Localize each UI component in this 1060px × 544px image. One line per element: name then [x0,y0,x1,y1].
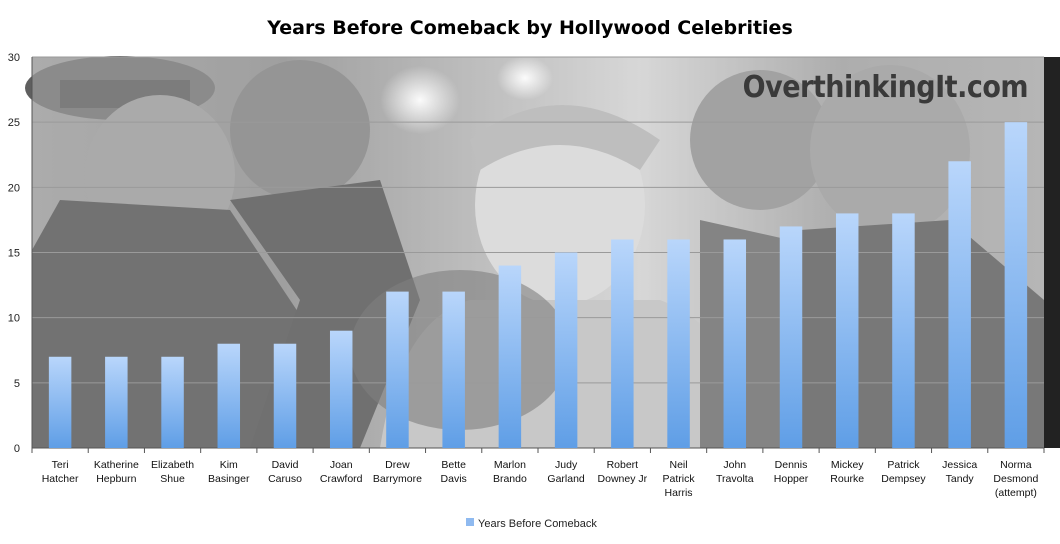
x-tick-label: Joan Crawford [320,459,363,485]
bar [105,356,128,448]
x-tick-label: Judy Garland [547,459,585,485]
x-tick-label: Marlon Brando [493,459,527,485]
chart-title: Years Before Comeback by Hollywood Celeb… [266,17,793,39]
x-axis-labels: Teri Hatcher Katherine Hepburn Elizabeth Shue… [42,459,1039,499]
bars [48,122,1028,449]
x-tick-label: Teri Hatcher [42,459,79,485]
x-tick-label: Robert Downey Jr [598,459,648,485]
legend-swatch [466,518,474,526]
legend: Years Before Comeback [466,518,597,530]
bar [386,291,409,448]
x-tick-label: Patrick Dempsey [881,459,926,485]
bar [329,330,353,448]
y-tick-label: 10 [8,313,20,325]
x-tick-label: Mickey Rourke [830,459,864,485]
bar [611,239,634,448]
x-tick-label: Kim Basinger [208,459,250,485]
bar [48,356,72,448]
bar [667,239,690,448]
x-tick-label: Neil Patrick Harris [663,459,696,499]
bar [442,291,465,448]
bar [217,343,241,448]
bar [948,161,971,448]
bar [161,356,184,448]
y-tick-label: 20 [8,182,20,194]
x-tick-label: John Travolta [716,459,754,485]
x-tick-label: Norma Desmond (attempt) [993,459,1038,499]
y-tick-label: 30 [8,52,20,64]
x-tick-label: Elizabeth Shue [151,459,194,485]
y-tick-label: 15 [8,248,20,260]
y-tick-label: 5 [14,378,20,390]
x-tick-label: Jessica Tandy [942,459,977,485]
x-tick-label: Katherine Hepburn [94,459,139,485]
y-tick-label: 25 [8,117,20,129]
y-tick-label: 0 [14,443,20,455]
bar [835,213,859,448]
bar [1004,122,1028,449]
legend-label: Years Before Comeback [478,518,597,530]
x-tick-label: Dennis Hopper [774,459,809,485]
bar [779,226,803,448]
x-tick-label: Drew Barrymore [373,459,422,485]
bar [498,265,522,448]
watermark-text: OverthinkingIt.com [743,70,1028,105]
axes: 0 5 10 15 20 25 30 [8,52,1045,455]
x-tick-label: Bette Davis [441,459,467,485]
bar [273,343,297,448]
bar [723,239,747,448]
x-tick-label: David Caruso [268,459,302,485]
bar [892,213,915,448]
gridlines [32,56,1044,384]
bar [554,252,578,448]
